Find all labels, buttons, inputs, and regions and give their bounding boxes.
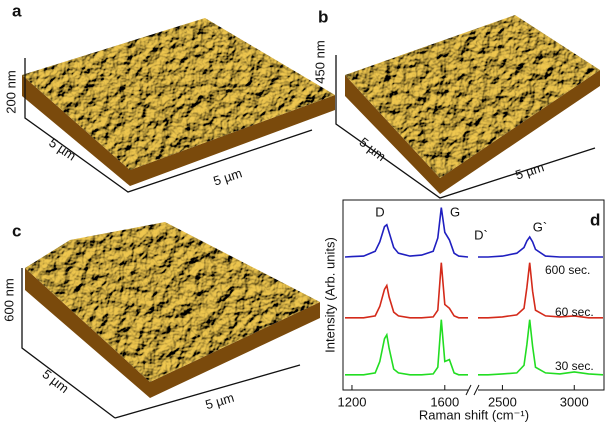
afm-panel: a 200 nm 5 µm 5 µm [3,1,335,193]
surface-side [130,95,335,186]
afm-surface [25,222,320,382]
x-tick-label: 3000 [560,394,589,409]
height-label: 200 nm [3,70,18,113]
peak-label: G [450,204,460,219]
surface-side [345,75,440,194]
axes [21,268,301,419]
axis-label: 5 µm [211,165,243,188]
axes [24,58,313,193]
surface-side [150,302,320,398]
afm-panel: b 450 nm 5 µm 5 µm [312,7,600,199]
spectrum-line [478,319,604,376]
series-label: 60 sec. [555,305,594,319]
panel-label: a [12,1,22,20]
peak-label: G` [533,219,547,234]
peak-label: D` [474,227,488,242]
spectrum-line [345,262,468,319]
x-tick-label: 2500 [488,394,517,409]
height-label: 450 nm [312,40,327,83]
panel-label: b [318,7,328,26]
axis-label: 5 µm [204,390,236,412]
axis-label: 5 µm [40,366,72,396]
panel-label: d [590,210,600,229]
panel-label: c [12,221,21,240]
peak-label: D [375,204,384,219]
raman-chart: d Raman shift (cm⁻¹) Intensity (Arb. uni… [322,199,605,422]
x-tick-label: 1600 [430,394,459,409]
surface-side [22,75,130,186]
afm-surface [345,15,600,178]
afm-panel: c 600 nm 5 µm 5 µm [1,221,320,419]
spectrum-line [345,319,468,376]
x-tick-label: 1200 [338,394,367,409]
axis-break-mark [465,384,480,396]
y-axis-label: Intensity (Arb. units) [322,237,337,353]
axis-label: 5 µm [357,134,389,164]
series-label: 600 sec. [545,263,590,277]
afm-surface [22,18,335,170]
axis-break [468,386,478,394]
axis-label: 5 µm [513,159,545,182]
x-axis-label: Raman shift (cm⁻¹) [419,407,529,422]
spectrum-line [478,235,603,258]
height-label: 600 nm [1,278,16,321]
surface-side [440,70,600,194]
axes [335,55,596,199]
spectrum-line [478,262,603,319]
surface-side [25,268,150,398]
spectrum-line [344,207,469,258]
series-label: 30 sec. [555,359,594,373]
